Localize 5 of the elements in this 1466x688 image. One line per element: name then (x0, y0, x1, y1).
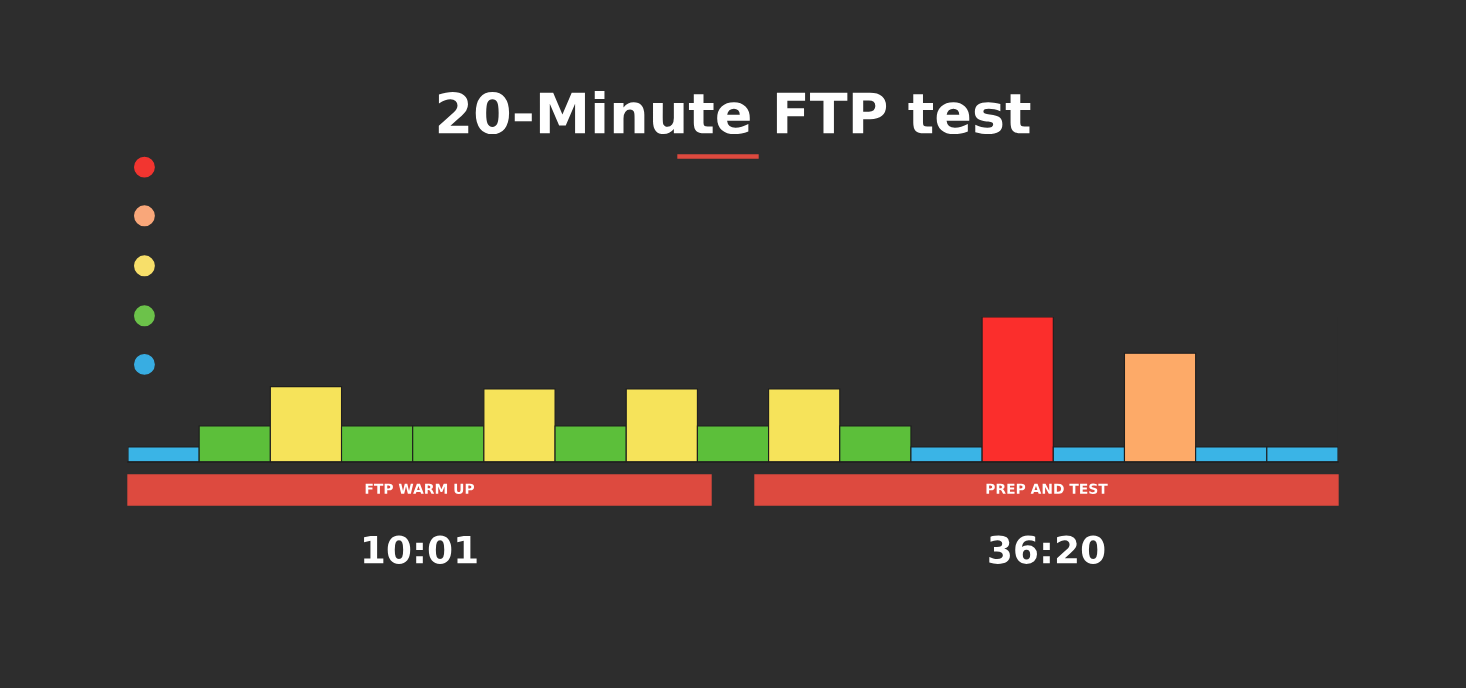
chart-title: 20-Minute FTP test (438, 91, 1031, 135)
text: 10:01 (364, 535, 477, 564)
text: 36:20 (989, 535, 1105, 564)
text: FTP WARM UP (365, 483, 475, 495)
text: PREP AND TEST (986, 483, 1108, 495)
